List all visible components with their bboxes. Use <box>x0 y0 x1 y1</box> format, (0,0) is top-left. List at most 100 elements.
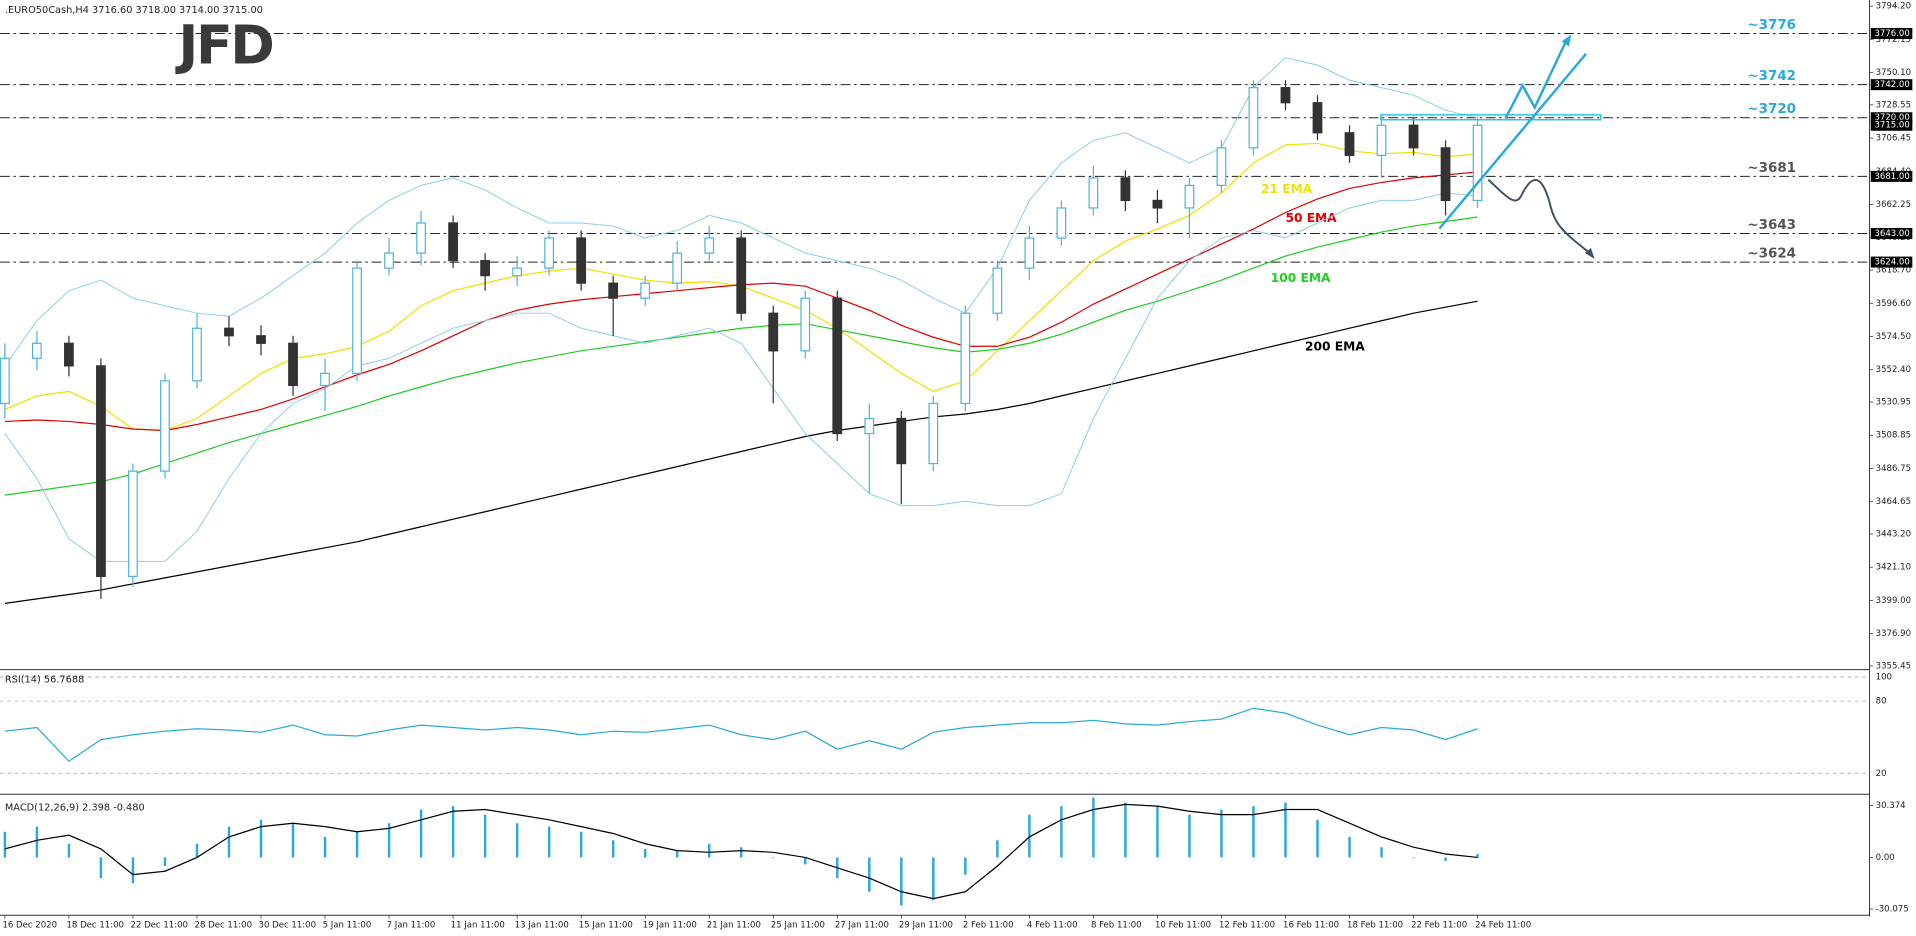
macd-bar <box>227 826 231 858</box>
macd-bar <box>932 857 935 901</box>
candle-body <box>1184 184 1195 209</box>
projection-down <box>1487 178 1592 255</box>
y-tick-label: 3662.25 <box>1876 200 1911 210</box>
level-label: ~3643 <box>1747 218 1796 233</box>
macd-bar <box>451 806 455 858</box>
price-box <box>1870 170 1913 182</box>
candle-body <box>576 237 587 284</box>
chart-title: .EURO50Cash,H4 3716.60 3718.00 3714.00 3… <box>5 5 263 16</box>
macd-bar <box>67 843 71 858</box>
y-tick-label: 3552.40 <box>1876 365 1911 375</box>
candle-body <box>448 222 458 262</box>
x-tick-label: 10 Feb 11:00 <box>1155 921 1211 931</box>
candle-body <box>1152 199 1163 209</box>
candle-body <box>1376 124 1387 156</box>
macd-bar <box>643 848 647 858</box>
macd-bar <box>195 843 199 858</box>
price-box-label: 3643.00 <box>1874 229 1909 239</box>
macd-bar <box>900 857 903 906</box>
x-tick-label: 7 Jan 11:00 <box>387 921 436 931</box>
candle-body <box>1088 177 1099 209</box>
macd-bar <box>1476 854 1479 858</box>
level-label: ~3624 <box>1747 247 1796 262</box>
y-tick-label: 3596.60 <box>1876 299 1911 309</box>
price-box <box>1870 228 1913 240</box>
macd-bar <box>515 823 519 858</box>
price-box-label: 3742.00 <box>1874 80 1909 90</box>
candle-body <box>704 237 715 254</box>
candle-body <box>1344 132 1355 156</box>
macd-signal <box>4 803 1478 900</box>
rsi-tick-label: 20 <box>1876 769 1887 779</box>
trend-line <box>1438 52 1588 230</box>
candle-body <box>608 282 619 299</box>
price-box <box>1870 256 1913 268</box>
macd-bar <box>611 840 615 858</box>
arrow-head <box>1561 34 1572 47</box>
band-line <box>4 57 1478 367</box>
resistance-box <box>1380 114 1602 121</box>
x-tick-label: 5 Jan 11:00 <box>323 921 372 931</box>
macd-title: MACD(12,26,9) 2.398 -0.480 <box>5 803 145 814</box>
macd-bar <box>1188 814 1191 858</box>
candle-body <box>64 342 74 367</box>
candle-body <box>928 402 939 465</box>
arrow-head <box>1584 248 1595 260</box>
candle-body <box>672 252 683 284</box>
x-tick-label: 15 Jan 11:00 <box>579 921 633 931</box>
macd-bar <box>1316 819 1319 858</box>
macd-bar <box>483 814 487 858</box>
y-tick-label: 3464.65 <box>1876 497 1911 507</box>
candle-body <box>1408 124 1419 149</box>
rsi-title: RSI(14) 56.7688 <box>5 674 84 685</box>
macd-bar <box>1028 814 1031 858</box>
x-tick-label: 11 Jan 11:00 <box>451 921 505 931</box>
x-tick-label: 22 Dec 11:00 <box>131 921 188 931</box>
y-tick-label: 3750.10 <box>1876 68 1911 78</box>
line-label: 50 EMA <box>1285 211 1337 225</box>
rsi-tick-label: 80 <box>1876 697 1887 707</box>
macd-bar <box>387 823 391 858</box>
x-tick-label: 16 Dec 2020 <box>2 921 57 931</box>
macd-bar <box>163 857 167 867</box>
candle-body <box>736 237 747 314</box>
macd-bar <box>772 857 775 859</box>
price-box-label: 3681.00 <box>1874 172 1909 182</box>
macd-bar <box>1380 847 1383 858</box>
x-tick-label: 19 Jan 11:00 <box>643 921 697 931</box>
candle-body <box>224 327 234 337</box>
x-tick-label: 16 Feb 11:00 <box>1283 921 1339 931</box>
level-label: ~3776 <box>1747 18 1796 33</box>
price-box-label: 3720.00 <box>1874 113 1909 123</box>
candle-body <box>352 267 362 374</box>
x-tick-label: 2 Feb 11:00 <box>963 921 1014 931</box>
macd-bar <box>868 857 871 892</box>
x-tick-label: 18 Feb 11:00 <box>1347 921 1403 931</box>
macd-tick-label: 0.00 <box>1876 853 1895 863</box>
logo: JFD <box>174 14 272 77</box>
candle-body <box>832 297 843 435</box>
macd-bar <box>579 831 583 858</box>
price-box-label: 3624.00 <box>1874 258 1909 268</box>
macd-bar <box>131 857 135 884</box>
macd-bar <box>259 819 263 858</box>
candle-body <box>1440 147 1451 202</box>
candle-body <box>864 417 875 435</box>
y-tick-label: 3399.00 <box>1876 596 1911 606</box>
macd-bar <box>355 831 359 858</box>
x-tick-label: 30 Dec 11:00 <box>259 921 316 931</box>
x-tick-label: 28 Dec 11:00 <box>195 921 252 931</box>
macd-bar <box>964 857 967 875</box>
candle-body <box>992 267 1003 314</box>
candle-body <box>1312 102 1323 134</box>
macd-tick-label: 30.374 <box>1876 801 1906 811</box>
macd-bar <box>291 823 295 858</box>
candle-body <box>416 222 426 254</box>
y-tick-label: 3508.85 <box>1876 431 1911 441</box>
y-tick-label: 3618.70 <box>1876 266 1911 276</box>
price-box-label: 3776.00 <box>1874 29 1909 39</box>
candle-body <box>32 342 42 359</box>
candle-body <box>320 372 330 387</box>
